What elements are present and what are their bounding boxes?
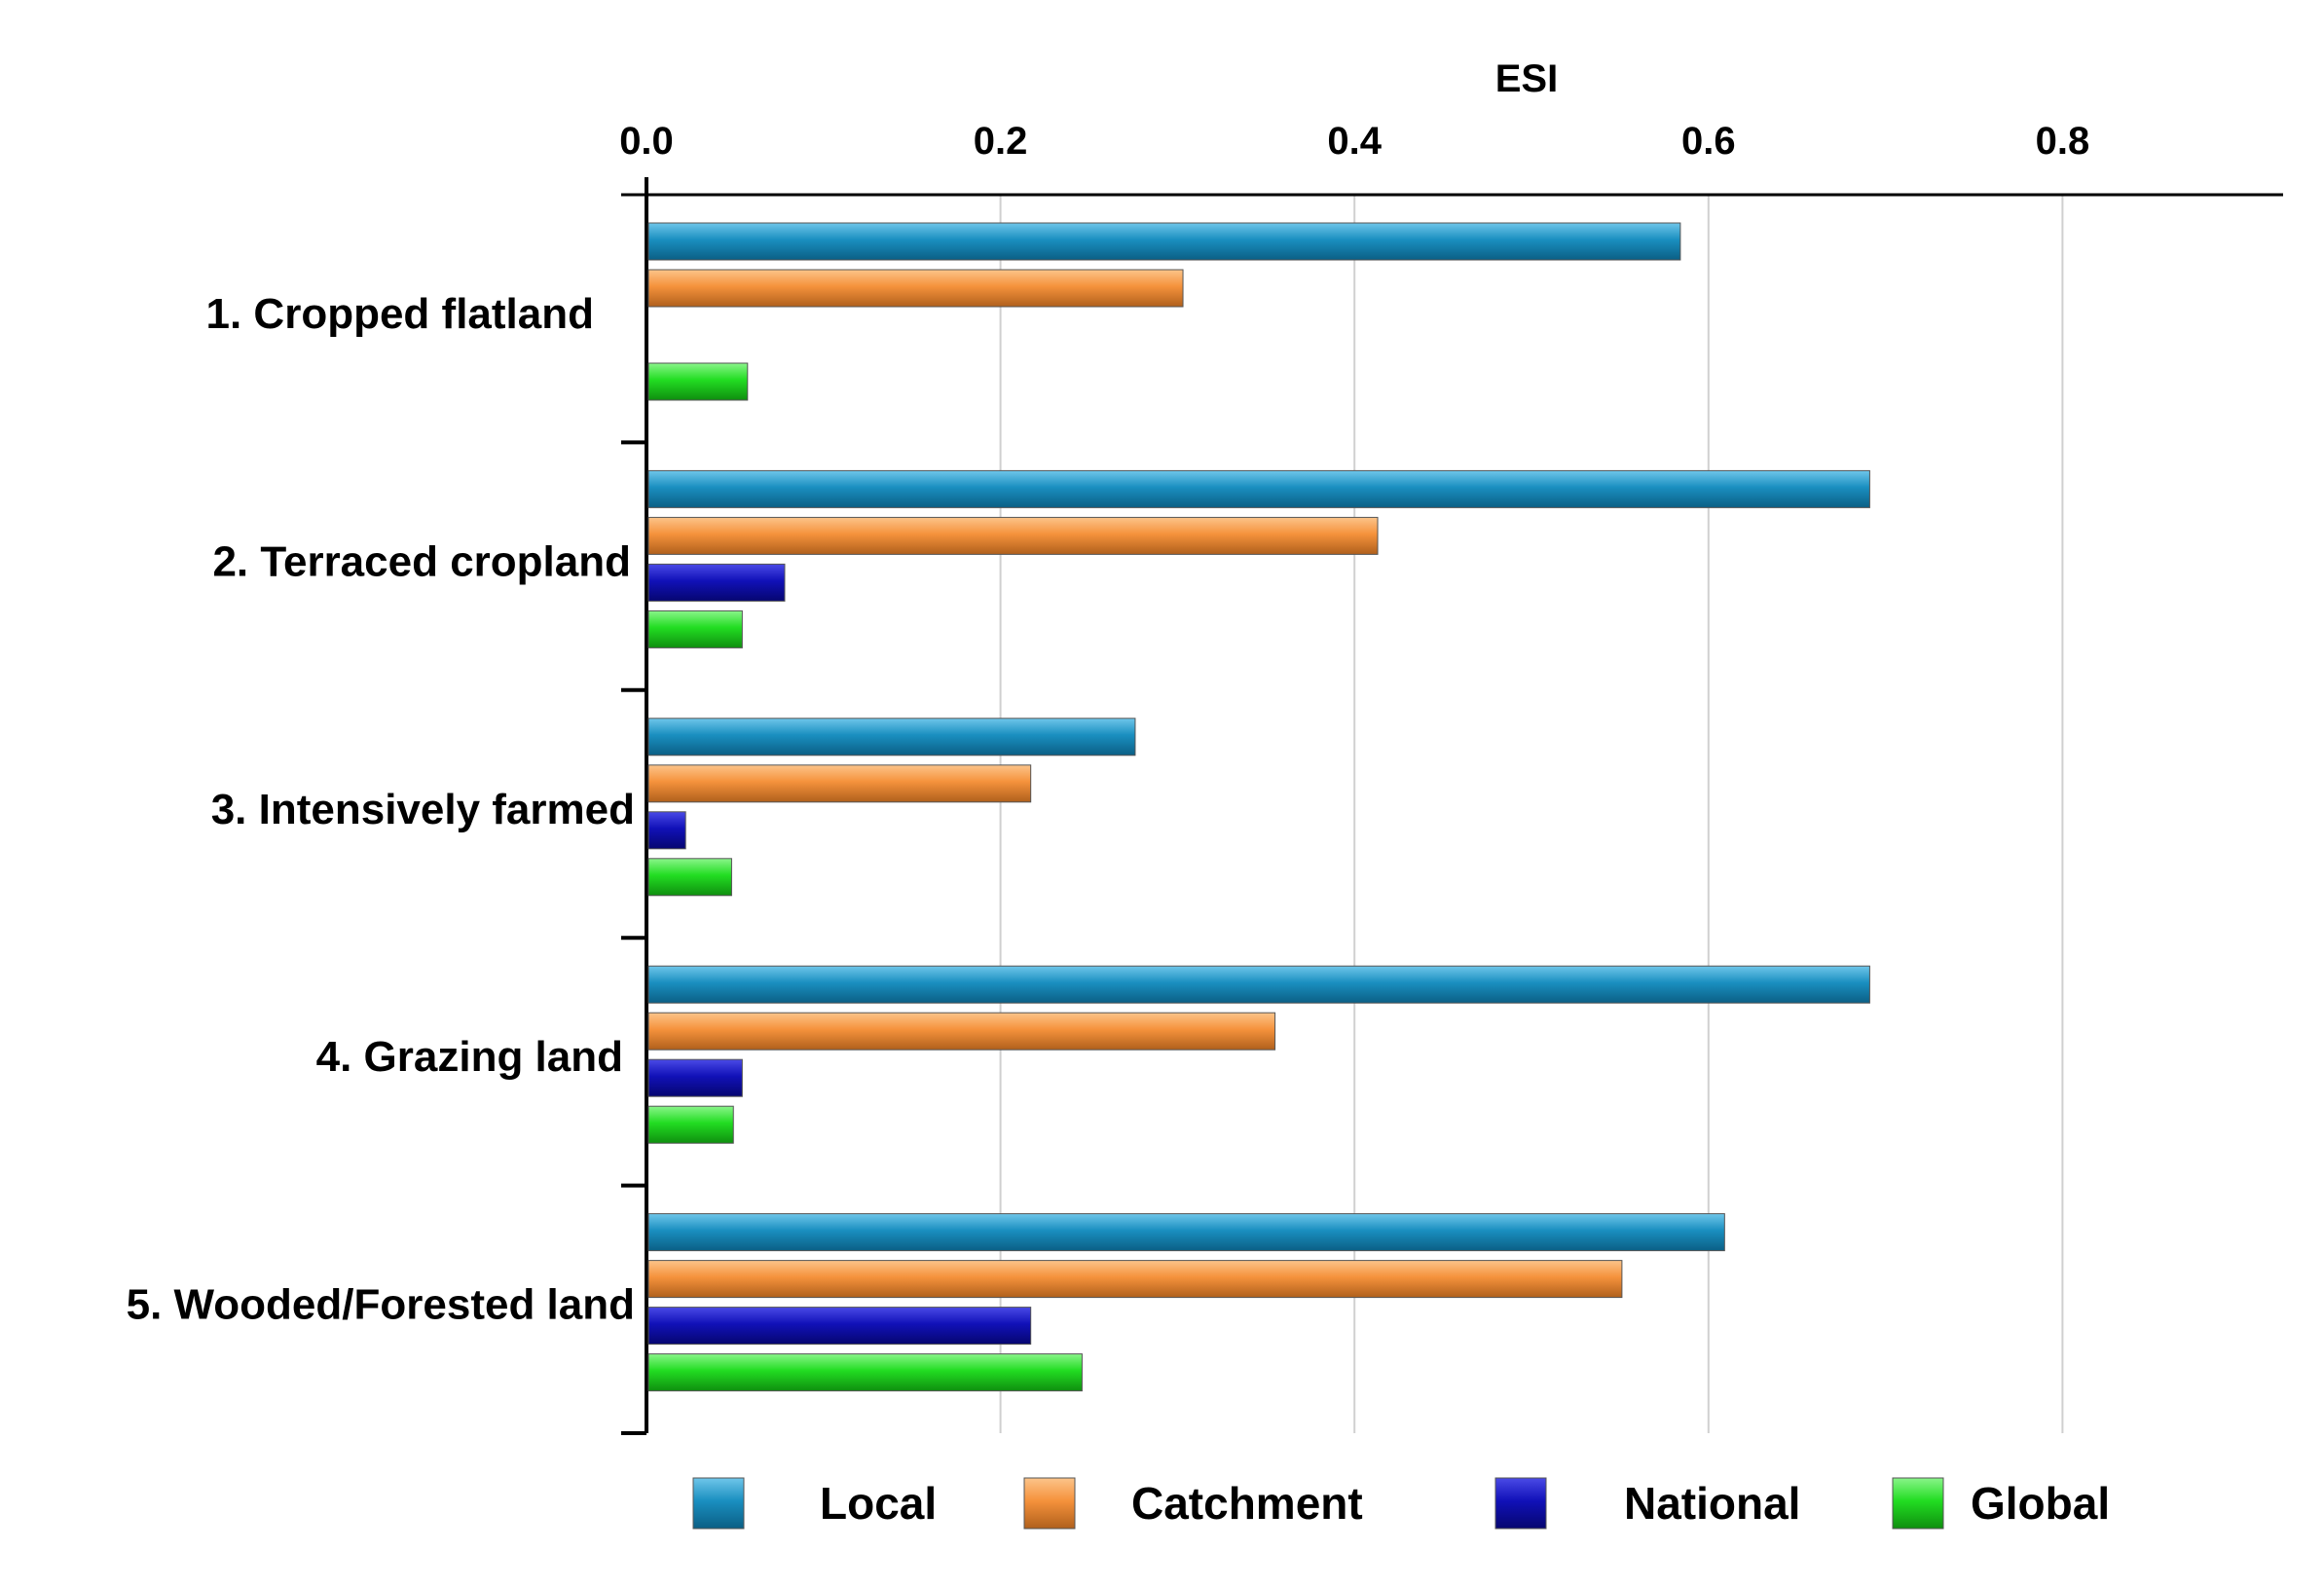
bar-national-4 [647,1058,743,1097]
legend-label-global: Global [1971,1478,2110,1529]
bar-national-2 [647,563,786,602]
bar-catchment-5 [647,1260,1623,1299]
bar-local-1 [647,222,1681,261]
bar-global-1 [647,362,749,401]
x-tick-label: 0.4 [1327,120,1382,163]
legend-label-national: National [1624,1478,1800,1529]
legend-label-catchment: Catchment [1131,1478,1363,1529]
legend-label-local: Local [820,1478,937,1529]
bar-national-3 [647,811,686,850]
legend-swatch-catchment [1023,1477,1076,1530]
x-tick-label: 0.6 [1681,120,1736,163]
bar-local-4 [647,965,1870,1004]
category-label-4: 4. Grazing land [316,1033,623,1081]
bar-global-3 [647,858,732,897]
category-label-2: 2. Terraced cropland [212,537,631,585]
bar-catchment-4 [647,1012,1276,1051]
legend-swatch-local [692,1477,745,1530]
x-tick-label: 0.8 [2036,120,2090,163]
bar-national-5 [647,1307,1032,1346]
bar-catchment-3 [647,764,1032,803]
category-label-5: 5. Wooded/Forested land [127,1281,635,1329]
category-label-1: 1. Cropped flatland [206,290,594,338]
bar-global-4 [647,1105,734,1144]
bar-catchment-2 [647,516,1379,555]
bar-local-5 [647,1213,1725,1252]
x-axis-title: ESI [1495,57,1558,100]
x-tick-label: 0.0 [619,120,674,163]
legend-swatch-national [1494,1477,1547,1530]
bar-local-3 [647,718,1136,757]
category-label-3: 3. Intensively farmed [211,786,635,833]
bar-catchment-1 [647,269,1184,308]
bar-global-5 [647,1353,1083,1392]
bar-local-2 [647,469,1870,508]
x-tick-label: 0.2 [974,120,1028,163]
bar-global-2 [647,609,743,648]
legend-swatch-global [1892,1477,1944,1530]
